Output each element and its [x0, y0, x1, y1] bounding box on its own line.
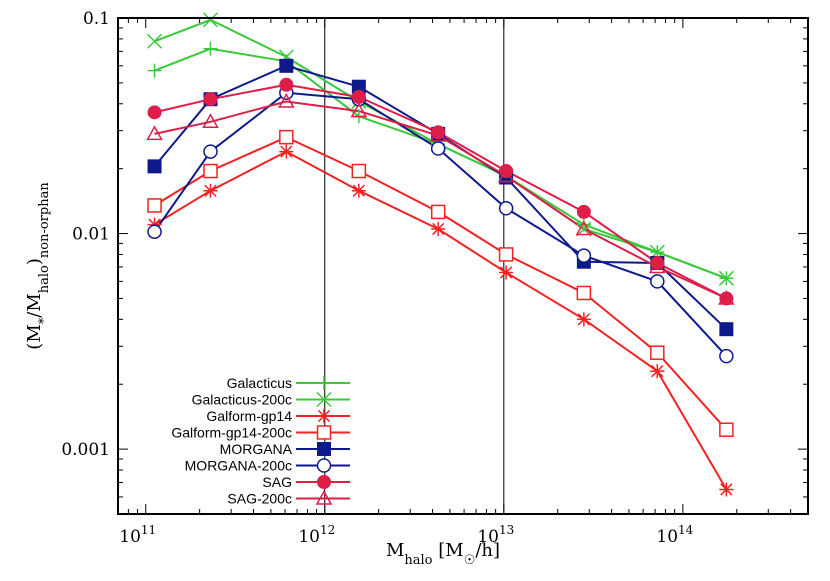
legend-label: Galform-gp14 [206, 408, 292, 424]
data-point [203, 163, 218, 179]
y-tick-label: 0.01 [72, 225, 110, 245]
data-point [650, 274, 665, 289]
data-point [203, 41, 218, 56]
data-point [147, 105, 162, 120]
data-point [351, 163, 367, 179]
data-point [575, 220, 593, 236]
data-point [278, 92, 295, 108]
data-point [719, 422, 734, 437]
legend-marker [317, 442, 331, 456]
data-point [203, 144, 218, 159]
data-point [430, 141, 446, 156]
series-line [154, 47, 727, 280]
legend-label: Galacticus [227, 375, 292, 391]
data-point [576, 204, 591, 219]
legend: GalacticusGalacticus-200cGalform-gp14Gal… [171, 375, 350, 507]
data-point [146, 125, 163, 141]
x-tick-label: 1012 [298, 523, 335, 547]
series-line [154, 83, 727, 300]
legend-marker [315, 489, 333, 505]
data-point [430, 204, 446, 220]
data-point [719, 482, 734, 497]
legend-marker [317, 376, 331, 390]
data-point [718, 270, 734, 286]
legend-marker [317, 475, 331, 489]
data-point [499, 265, 514, 280]
axis-ticks [117, 17, 809, 515]
legend-label: SAG-200c [227, 491, 292, 507]
x-axis-label: Mhalo [M☉/h] [386, 540, 500, 568]
data-point [431, 221, 446, 236]
y-tick-label: 0.001 [61, 440, 110, 460]
plot-frame [117, 17, 809, 515]
legend-label: Galacticus-200c [192, 392, 292, 408]
data-point [202, 12, 219, 28]
legend-marker [317, 409, 331, 423]
legend-label: SAG [262, 474, 292, 490]
data-point [351, 90, 366, 105]
data-point [650, 345, 665, 360]
data-point [279, 77, 294, 92]
data-point [147, 224, 162, 239]
data-point [649, 258, 666, 274]
series-markers [146, 12, 735, 497]
data-point [576, 312, 591, 327]
legend-marker [316, 391, 332, 408]
data-point [202, 113, 219, 129]
data-point [350, 102, 368, 118]
data-point [147, 159, 162, 174]
data-point [576, 221, 592, 237]
legend-label: Galform-gp14-200c [171, 425, 292, 441]
data-point [429, 126, 447, 142]
legend-marker [316, 425, 332, 440]
data-point [719, 348, 734, 364]
data-point [279, 129, 294, 145]
data-point [279, 58, 294, 73]
y-tick-label: 0.1 [83, 9, 110, 29]
data-point [576, 285, 592, 301]
x-tick-label: 1011 [119, 523, 156, 547]
data-point [351, 79, 366, 94]
data-point [718, 289, 735, 305]
data-point [147, 33, 163, 49]
y-axis-label: (M*/Mhalo)non-orphan [24, 182, 52, 350]
data-point [650, 364, 665, 379]
legend-label: MORGANA [220, 441, 293, 457]
data-point [351, 183, 366, 198]
data-point [499, 164, 514, 179]
x-tick-label: 1014 [656, 523, 693, 547]
legend-marker [316, 458, 332, 473]
data-point [719, 322, 734, 337]
data-point [498, 247, 514, 262]
data-point [576, 248, 592, 263]
legend-label: MORGANA-200c [185, 458, 292, 474]
data-point [497, 167, 515, 183]
data-point [719, 291, 734, 306]
data-point [203, 92, 218, 107]
data-point [498, 201, 514, 216]
data-point [147, 63, 162, 78]
series-line [153, 64, 728, 330]
data-point [279, 144, 294, 159]
data-point [203, 183, 218, 198]
data-point [147, 198, 162, 213]
